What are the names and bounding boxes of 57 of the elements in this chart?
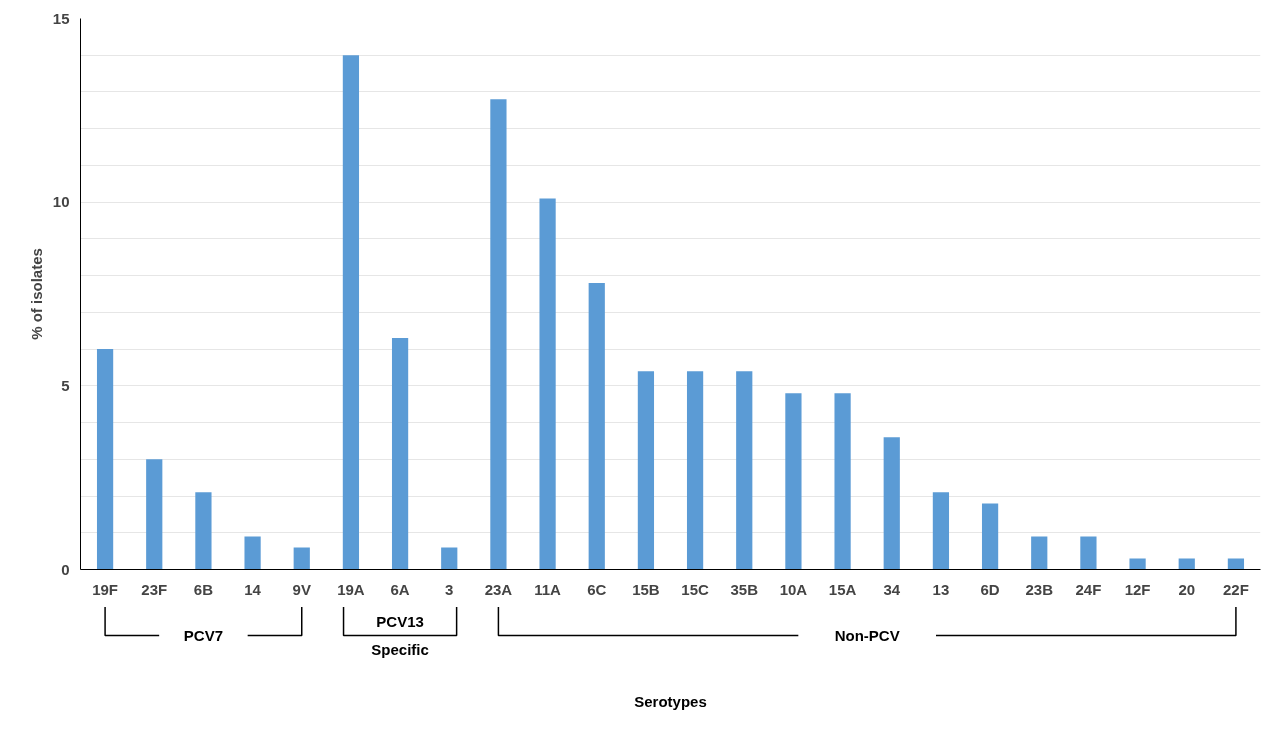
bar [1080, 536, 1097, 570]
y-axis-title: % of isolates [27, 248, 45, 340]
bar [539, 198, 556, 570]
bar [441, 547, 458, 570]
x-tick-label: 23F [141, 580, 168, 598]
x-tick-label: 24F [1075, 580, 1102, 598]
x-tick-label: 12F [1124, 580, 1151, 598]
bar [588, 282, 605, 570]
text: Non-PCV [834, 627, 900, 645]
x-tick-label: 19A [337, 580, 365, 598]
x-tick-label: 35B [730, 580, 759, 598]
bar [293, 547, 310, 570]
bar [686, 371, 704, 570]
x-tick-label: 3 [445, 580, 454, 598]
bar [1129, 558, 1146, 570]
x-tick-label: 6A [390, 580, 410, 598]
x-tick-label: 15C [681, 580, 710, 598]
x-tick-label: 34 [883, 580, 901, 598]
x-tick-label: 19F [92, 580, 119, 598]
text: PCV13 Specific [371, 613, 429, 658]
bar [834, 393, 851, 570]
y-tick-label: 10 [52, 193, 70, 211]
bar [637, 371, 655, 570]
bar [490, 99, 507, 570]
bar [932, 492, 950, 570]
bar [195, 492, 212, 570]
y-tick-label: 0 [61, 560, 70, 578]
bar [883, 437, 900, 570]
bar [981, 503, 999, 570]
bar [1227, 558, 1245, 570]
x-tick-label: 23B [1025, 580, 1054, 598]
x-tick-label: 23A [484, 580, 513, 598]
x-tick-label: 15B [632, 580, 660, 598]
text: Serotypes [634, 693, 707, 711]
x-tick-label: 10A [779, 580, 808, 598]
y-tick-label: 15 [52, 9, 70, 27]
x-tick-label: 15A [828, 580, 857, 598]
bar [244, 536, 261, 570]
bar [146, 459, 163, 570]
bar [1178, 558, 1195, 570]
bar [391, 338, 409, 570]
x-tick-label: 14 [244, 580, 262, 598]
x-tick-label: 11A [534, 580, 562, 598]
bar [785, 393, 802, 570]
x-tick-label: 6D [980, 580, 1000, 598]
x-tick-label: 9V [292, 580, 311, 598]
x-tick-label: 13 [932, 580, 950, 598]
bar [1031, 536, 1048, 570]
x-tick-label: 22F [1222, 580, 1249, 598]
x-tick-label: 6C [587, 580, 607, 598]
bar [342, 55, 360, 570]
y-tick-label: 5 [61, 376, 70, 394]
text: PCV7 [183, 627, 224, 645]
bar [736, 371, 753, 570]
x-tick-label: 6B [193, 580, 214, 598]
bar [96, 349, 114, 570]
x-tick-label: 20 [1178, 580, 1196, 598]
